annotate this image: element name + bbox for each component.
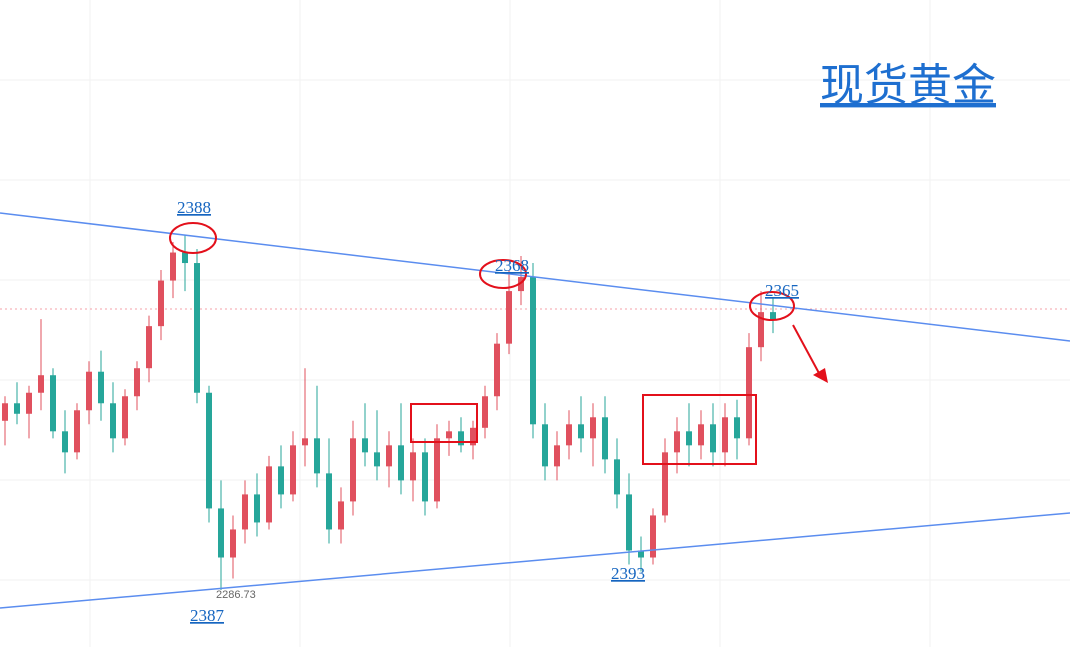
candle-body xyxy=(566,424,572,446)
candle-body xyxy=(578,424,584,439)
candle-body xyxy=(338,501,344,530)
candle-body xyxy=(518,277,524,292)
candle-body xyxy=(182,252,188,264)
candle-body xyxy=(710,424,716,453)
candle-body xyxy=(38,375,44,393)
candle-body xyxy=(2,403,8,421)
candle-body xyxy=(470,427,476,446)
candle-body xyxy=(266,466,272,523)
candle-body xyxy=(62,431,68,453)
candle-body xyxy=(158,280,164,327)
annotation: 2368 xyxy=(495,256,529,275)
candle-body xyxy=(26,392,32,414)
candle-body xyxy=(314,438,320,474)
candle-body xyxy=(86,371,92,411)
candle-body xyxy=(434,438,440,502)
candle-body xyxy=(218,508,224,558)
candle-body xyxy=(386,445,392,467)
candle-body xyxy=(722,417,728,453)
chart-title: 现货黄金 xyxy=(820,61,996,110)
annotation: 2388 xyxy=(177,198,211,217)
candle-body xyxy=(734,417,740,439)
candle-body xyxy=(254,494,260,523)
trend-line xyxy=(0,512,1070,609)
candle-body xyxy=(494,343,500,397)
candle-body xyxy=(362,438,368,453)
candle-body xyxy=(482,396,488,428)
candle-body xyxy=(650,515,656,558)
low-label: 2286.73 xyxy=(216,589,256,601)
candle-body xyxy=(194,263,200,393)
candles xyxy=(2,235,776,590)
candle-body xyxy=(146,326,152,369)
candle-body xyxy=(122,396,128,439)
candle-body xyxy=(278,466,284,495)
annotation: 2393 xyxy=(611,564,645,583)
annotation: 2387 xyxy=(190,606,225,625)
candle-body xyxy=(758,312,764,348)
candle-body xyxy=(302,438,308,446)
candle-body xyxy=(350,438,356,502)
candle-body xyxy=(770,312,776,320)
candle-body xyxy=(398,445,404,481)
candle-body xyxy=(614,459,620,495)
candle-body xyxy=(602,417,608,460)
candle-body xyxy=(686,431,692,446)
candle-body xyxy=(746,347,752,439)
candle-body xyxy=(506,291,512,344)
candle-body xyxy=(530,277,536,425)
candle-body xyxy=(50,375,56,432)
candle-body xyxy=(662,452,668,516)
candle-body xyxy=(698,424,704,446)
candle-body xyxy=(458,431,464,446)
annotation: 2365 xyxy=(765,281,799,300)
candle-body xyxy=(98,371,104,404)
candle-body xyxy=(14,403,20,414)
candle-body xyxy=(230,529,236,558)
candle-body xyxy=(590,417,596,439)
candle-body xyxy=(410,452,416,481)
highlights xyxy=(169,222,821,465)
candle-body xyxy=(206,392,212,509)
candle-body xyxy=(674,431,680,453)
candle-body xyxy=(626,494,632,551)
trend-line xyxy=(0,212,1070,342)
candle-body xyxy=(110,403,116,439)
arrow-head xyxy=(813,368,828,383)
candle-body xyxy=(170,252,176,281)
candle-body xyxy=(74,410,80,453)
candle-body xyxy=(554,445,560,467)
candle-body xyxy=(374,452,380,467)
candle-body xyxy=(242,494,248,530)
candle-body xyxy=(134,368,140,397)
candle-body xyxy=(290,445,296,495)
candle-body xyxy=(638,550,644,558)
candle-body xyxy=(326,473,332,530)
candle-body xyxy=(422,452,428,502)
candle-body xyxy=(542,424,548,467)
candle-body xyxy=(446,431,452,439)
